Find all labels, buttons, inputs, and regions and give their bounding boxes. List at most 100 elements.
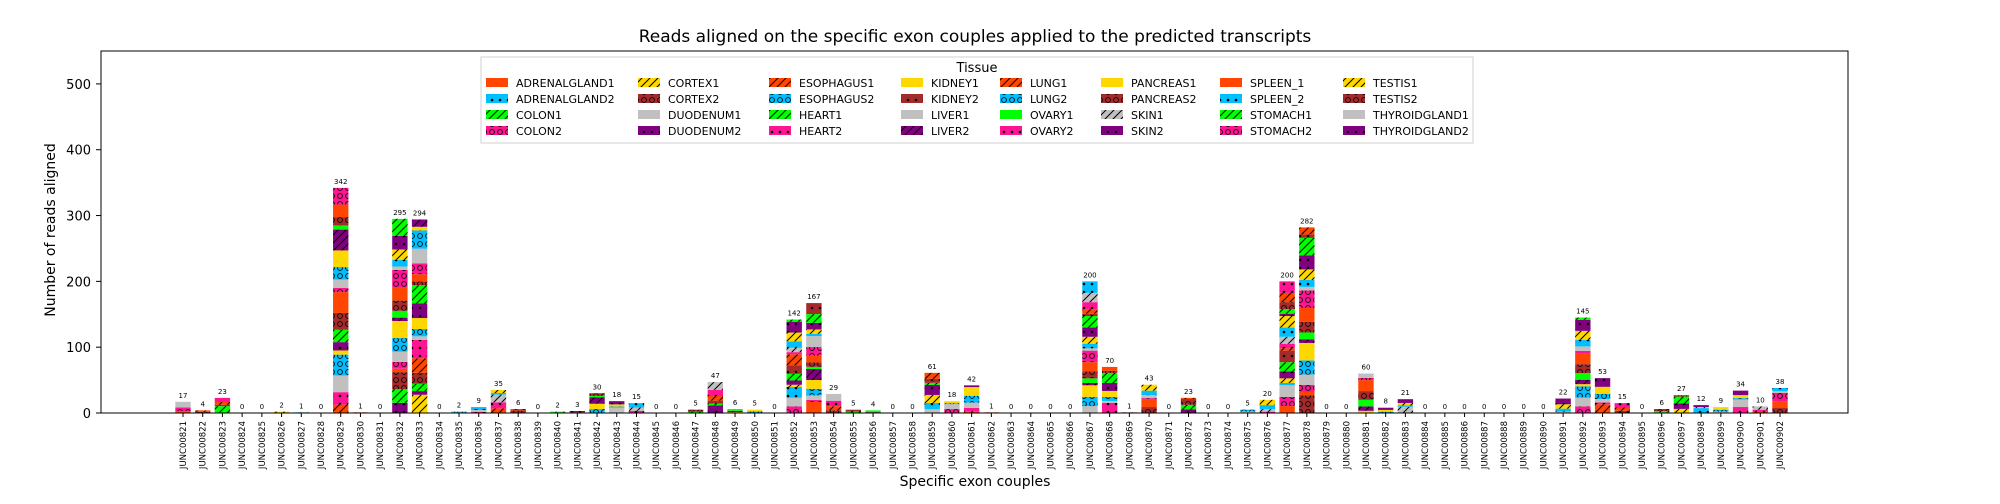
- bar-segment: [412, 391, 427, 395]
- bar-segment: [1181, 399, 1196, 405]
- bar-segment: [806, 356, 821, 363]
- bar-total-label: 5: [1245, 400, 1249, 408]
- bar-segment: [589, 396, 604, 397]
- legend: Tissue ADRENALGLAND1ADRENALGLAND2COLON1C…: [481, 57, 1473, 143]
- x-tick-label: JUNC00845: [652, 421, 662, 470]
- bar-total-label: 23: [1184, 388, 1193, 396]
- bar-segment: [806, 362, 821, 366]
- bar-segment: [392, 219, 407, 236]
- bar-segment: [1733, 395, 1748, 398]
- bar-segment: [1575, 346, 1590, 350]
- bar-segment: [412, 340, 427, 358]
- bar-segment: [392, 389, 407, 403]
- legend-swatch: [1220, 126, 1242, 135]
- bar-segment: [806, 303, 821, 314]
- x-tick-label: JUNC00867: [1086, 421, 1096, 470]
- x-tick-label: JUNC00865: [1047, 421, 1057, 470]
- legend-swatch: [769, 126, 791, 135]
- x-tick-label: JUNC00894: [1618, 421, 1628, 470]
- bar-segment: [1240, 410, 1255, 412]
- bar-segment: [787, 385, 802, 387]
- chart-title: Reads aligned on the specific exon coupl…: [639, 27, 1312, 47]
- bar-total-label: 15: [632, 393, 641, 401]
- x-axis-label: Specific exon couples: [900, 474, 1051, 490]
- bar-total-label: 18: [947, 391, 956, 399]
- bar-total-label: 17: [179, 392, 188, 400]
- bar-segment: [1299, 360, 1314, 374]
- legend-label: TESTIS1: [1372, 77, 1418, 90]
- bar-segment: [1279, 328, 1294, 337]
- legend-swatch: [638, 126, 660, 135]
- bar-segment: [333, 217, 348, 225]
- bar-segment: [1082, 281, 1097, 293]
- x-tick-label: JUNC00830: [356, 421, 366, 470]
- x-tick-label: JUNC00821: [179, 421, 189, 470]
- bar-segment: [1575, 364, 1590, 373]
- bar-segment: [392, 249, 407, 259]
- bar-total-label: 4: [871, 400, 876, 408]
- bar-segment: [412, 358, 427, 373]
- bar-segment: [1674, 397, 1689, 404]
- bar-segment: [491, 393, 506, 395]
- legend-label: THYROIDGLAND2: [1372, 125, 1469, 138]
- bar-total-label: 47: [711, 372, 720, 380]
- x-tick-label: JUNC00889: [1520, 421, 1530, 470]
- bar-total-label: 142: [788, 310, 801, 318]
- bar-segment: [333, 188, 348, 205]
- bar-segment: [1102, 401, 1117, 403]
- bar-segment: [392, 267, 407, 270]
- legend-label: SKIN2: [1131, 125, 1164, 138]
- x-tick-label: JUNC00884: [1421, 421, 1431, 470]
- bar-segment: [1279, 383, 1294, 385]
- bar-segment: [1693, 407, 1708, 408]
- bar-segment: [392, 318, 407, 321]
- bar-total-label: 0: [910, 403, 914, 411]
- legend-swatch: [638, 94, 660, 103]
- x-tick-label: JUNC00873: [1204, 421, 1214, 470]
- x-tick-label: JUNC00880: [1342, 421, 1352, 470]
- legend-label: DUODENUM2: [668, 125, 741, 138]
- x-tick-label: JUNC00843: [613, 421, 623, 470]
- bar-segment: [471, 410, 486, 412]
- legend-swatch: [1343, 110, 1365, 119]
- bar-segment: [1279, 344, 1294, 349]
- x-tick-label: JUNC00841: [573, 421, 583, 470]
- bar-segment: [412, 318, 427, 329]
- bar-total-label: 0: [319, 403, 323, 411]
- bar-segment: [589, 404, 604, 409]
- bar-segment: [1575, 373, 1590, 380]
- bar-segment: [1082, 397, 1097, 406]
- bar-segment: [392, 362, 407, 369]
- x-tick-label: JUNC00842: [593, 421, 603, 470]
- x-tick-label: JUNC00828: [317, 421, 327, 470]
- bar-segment: [1575, 397, 1590, 406]
- x-tick-label: JUNC00851: [770, 421, 780, 470]
- bar-total-label: 21: [1401, 389, 1410, 397]
- bar-segment: [333, 355, 348, 376]
- bar-total-label: 167: [807, 293, 820, 301]
- x-tick-label: JUNC00860: [948, 421, 958, 470]
- bar-segment: [708, 405, 723, 413]
- bar-segment: [412, 227, 427, 231]
- bar-segment: [1082, 344, 1097, 349]
- bar-segment: [1555, 404, 1570, 408]
- legend-label: SPLEEN_1: [1250, 77, 1304, 90]
- legend-label: KIDNEY1: [931, 77, 979, 90]
- legend-swatch: [486, 110, 508, 119]
- bar-segment: [215, 406, 230, 413]
- bar-segment: [333, 225, 348, 229]
- bar-segment: [1299, 332, 1314, 339]
- bar-segment: [1733, 391, 1748, 395]
- bar-segment: [333, 330, 348, 343]
- bar-segment: [1279, 397, 1294, 406]
- bar-segment: [392, 311, 407, 318]
- bar-total-label: 3: [575, 401, 579, 409]
- bar-segment: [1595, 404, 1610, 413]
- bar-segment: [491, 408, 506, 413]
- bar-segment: [1575, 406, 1590, 413]
- bar-segment: [806, 367, 821, 369]
- bar-total-label: 30: [593, 383, 602, 391]
- legend-label: STOMACH2: [1250, 125, 1312, 138]
- bar-total-label: 0: [1541, 403, 1545, 411]
- bar-segment: [787, 354, 802, 365]
